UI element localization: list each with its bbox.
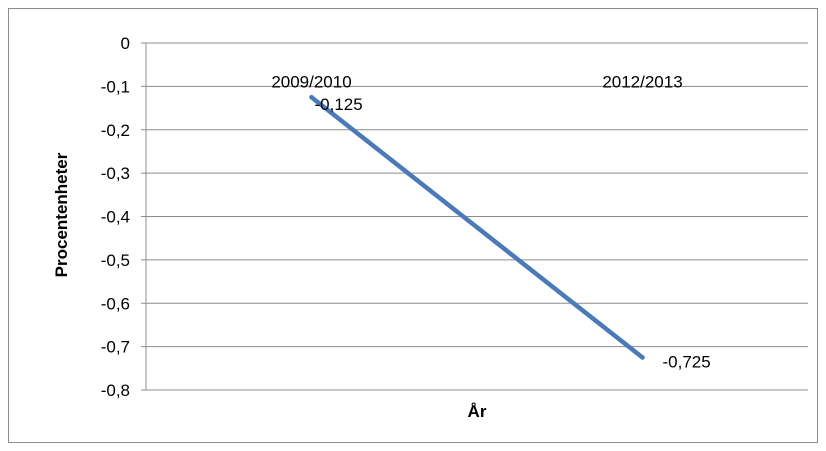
y-tick-label: -0,4 xyxy=(101,208,130,227)
y-tick-label: -0,3 xyxy=(101,164,130,183)
series xyxy=(309,94,645,360)
y-tick-label: 0 xyxy=(121,34,130,53)
y-tick-label: -0,6 xyxy=(101,294,130,313)
y-axis xyxy=(141,42,147,391)
y-axis-title: Procentenheter xyxy=(52,152,71,277)
gridlines xyxy=(146,42,808,391)
data-label: -0,725 xyxy=(663,352,711,371)
y-tick-label: -0,8 xyxy=(101,381,130,400)
series-line xyxy=(309,94,645,360)
data-label: -0,125 xyxy=(315,95,363,114)
data-point xyxy=(640,355,645,360)
chart-frame xyxy=(8,8,818,443)
y-tick-label: -0,1 xyxy=(101,77,130,96)
x-category-label: 2012/2013 xyxy=(602,72,682,91)
x-axis-title: År xyxy=(468,402,487,421)
data-point xyxy=(309,95,314,100)
y-tick-labels: 0 -0,1 -0,2 -0,3 -0,4 -0,5 -0,6 -0,7 -0,8 xyxy=(101,34,130,400)
y-tick-label: -0,7 xyxy=(101,338,130,357)
data-labels: -0,125 -0,725 xyxy=(315,95,711,371)
y-tick-label: -0,5 xyxy=(101,251,130,270)
x-category-labels: 2009/2010 2012/2013 xyxy=(271,72,682,91)
x-category-label: 2009/2010 xyxy=(271,72,351,91)
y-tick-label: -0,2 xyxy=(101,121,130,140)
